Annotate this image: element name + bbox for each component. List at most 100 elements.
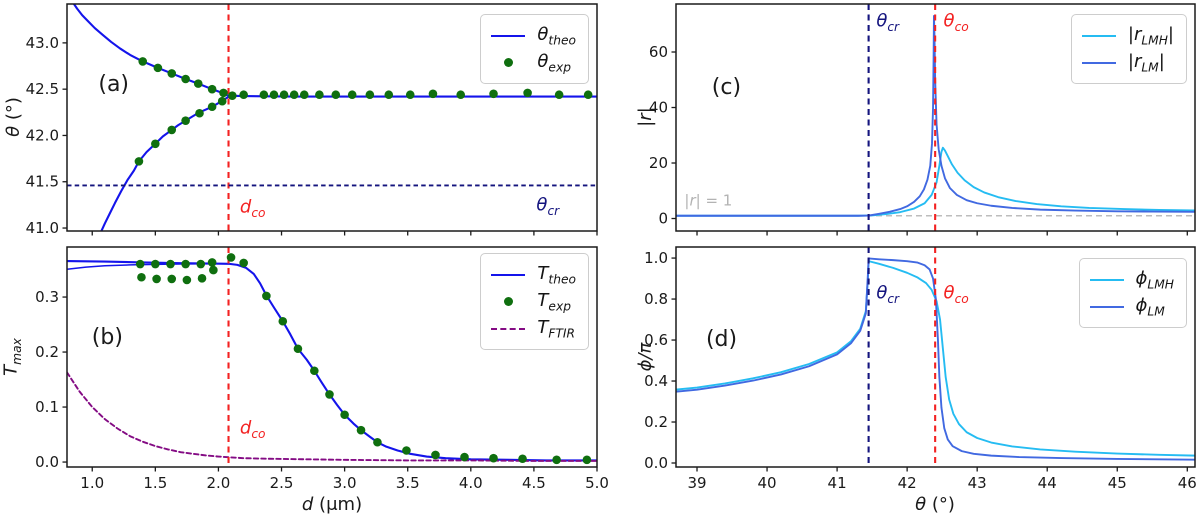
ylabel-b: Tmax xyxy=(0,338,25,376)
panel-c: 0 20 40 60 xyxy=(649,3,1196,236)
legend-c: |rLMH| |rLM| xyxy=(1070,14,1187,84)
data-point xyxy=(167,69,177,78)
series-r-LMH-line xyxy=(676,146,1195,217)
label-text: θ xyxy=(536,194,548,216)
x-tick-label: 46 xyxy=(1178,474,1197,492)
legend-item: θexp xyxy=(490,49,576,76)
data-point xyxy=(460,452,469,462)
legend-label: Texp xyxy=(537,290,571,314)
label-text: |r| xyxy=(684,191,701,210)
plot-border-a xyxy=(66,3,598,232)
y-tick-label: 0.8 xyxy=(644,290,668,308)
data-point xyxy=(193,79,203,88)
dco-label: dco xyxy=(240,198,266,219)
data-point xyxy=(293,344,303,354)
panel-d: 39 40 41 42 43 44 45 46 0.0 0.2 0.4 0.6 0.8 1.0 xyxy=(644,246,1197,492)
legend-item: TFTIR xyxy=(490,315,576,342)
label-subscript: co xyxy=(954,20,969,35)
data-point xyxy=(331,90,341,100)
x-tick-label: 41 xyxy=(828,474,847,492)
label-text: |r xyxy=(1127,50,1142,72)
label-text: (d) xyxy=(705,327,738,353)
data-point xyxy=(384,90,394,100)
xlabel-d: θ (°) xyxy=(915,496,955,514)
data-point xyxy=(325,390,334,399)
y-tick-label: 42.5 xyxy=(26,80,59,98)
panel-a: 41.0 41.5 42.0 42.5 43.0 xyxy=(26,3,598,237)
y-tick-label: 0.4 xyxy=(644,372,668,390)
x-tick-label: 3.5 xyxy=(396,474,420,492)
series-phi-LM-line xyxy=(676,257,1195,461)
y-tick-label: 43.0 xyxy=(26,34,59,52)
label-text: (°) xyxy=(3,97,24,126)
label-subscript: cr xyxy=(887,292,900,307)
x-tick-label: 2.5 xyxy=(270,474,294,492)
thetacr-label: θcr xyxy=(876,284,900,307)
y-tick-label: 0.1 xyxy=(35,398,59,416)
data-point xyxy=(310,366,319,376)
data-point xyxy=(134,157,144,166)
data-point xyxy=(207,258,217,267)
dco-label: dco xyxy=(240,419,266,442)
legend-label: ϕLMH xyxy=(1136,268,1174,292)
data-point xyxy=(195,108,204,118)
label-subscript: LMH xyxy=(1141,33,1168,48)
data-point xyxy=(552,455,561,465)
y-tick-label: 40 xyxy=(649,99,668,117)
data-point xyxy=(340,410,349,420)
series-T-theo-line xyxy=(67,259,597,462)
y-tick-label: 60 xyxy=(649,43,668,61)
legend-line-swatch xyxy=(490,327,526,330)
data-point xyxy=(259,90,269,100)
data-point xyxy=(431,450,440,460)
label-text: (°) xyxy=(926,494,955,515)
thetaco-label: θco xyxy=(944,12,969,33)
plot-border-d xyxy=(675,246,1196,468)
data-point xyxy=(219,88,228,98)
data-point xyxy=(196,259,206,269)
label-subscript: LMH xyxy=(1147,277,1174,292)
y-tick-label: 42.0 xyxy=(26,126,59,144)
data-point xyxy=(554,90,564,100)
label-subscript: theo xyxy=(548,33,576,48)
x-tick-label: 43 xyxy=(968,474,987,492)
y-tick-label: 0.3 xyxy=(35,288,59,306)
legend-a: θtheo θexp xyxy=(480,14,589,84)
label-text: (c) xyxy=(711,75,742,101)
label-text: ϕ xyxy=(1135,267,1148,289)
label-text: d xyxy=(301,494,314,515)
ylabel-a: θ (°) xyxy=(3,97,24,137)
panel-letter-d: (d) xyxy=(706,329,737,351)
series-T-FTIR-line xyxy=(67,371,597,462)
legend-label: θexp xyxy=(537,51,571,75)
label-text: ϕ xyxy=(1135,294,1148,316)
legend-label: θtheo xyxy=(537,24,576,48)
legend-dot-swatch xyxy=(490,297,526,306)
data-point xyxy=(262,291,271,301)
legend-d: ϕLMH ϕLM xyxy=(1078,258,1187,328)
data-point xyxy=(239,258,248,268)
data-point xyxy=(137,272,146,282)
data-point xyxy=(428,89,438,99)
label-text: θ xyxy=(537,50,549,72)
data-point xyxy=(181,74,190,84)
legend-line-swatch xyxy=(1081,34,1117,37)
x-tick-label: 5.0 xyxy=(585,474,609,492)
x-tick-label: 1.0 xyxy=(80,474,104,492)
panel-letter-a: (a) xyxy=(98,73,129,96)
data-point xyxy=(489,453,498,463)
label-text: (b) xyxy=(91,325,123,351)
data-point xyxy=(226,253,236,262)
y-tick-label: 0 xyxy=(658,210,668,228)
label-text: T xyxy=(0,364,22,376)
x-tick-label: 42 xyxy=(898,474,917,492)
data-point xyxy=(167,125,177,135)
label-text: d xyxy=(239,196,252,218)
legend-line-swatch xyxy=(1081,61,1117,64)
data-point xyxy=(315,90,324,100)
label-subscript: co xyxy=(251,427,266,442)
label-subscript: co xyxy=(251,205,266,220)
data-point xyxy=(207,102,217,112)
